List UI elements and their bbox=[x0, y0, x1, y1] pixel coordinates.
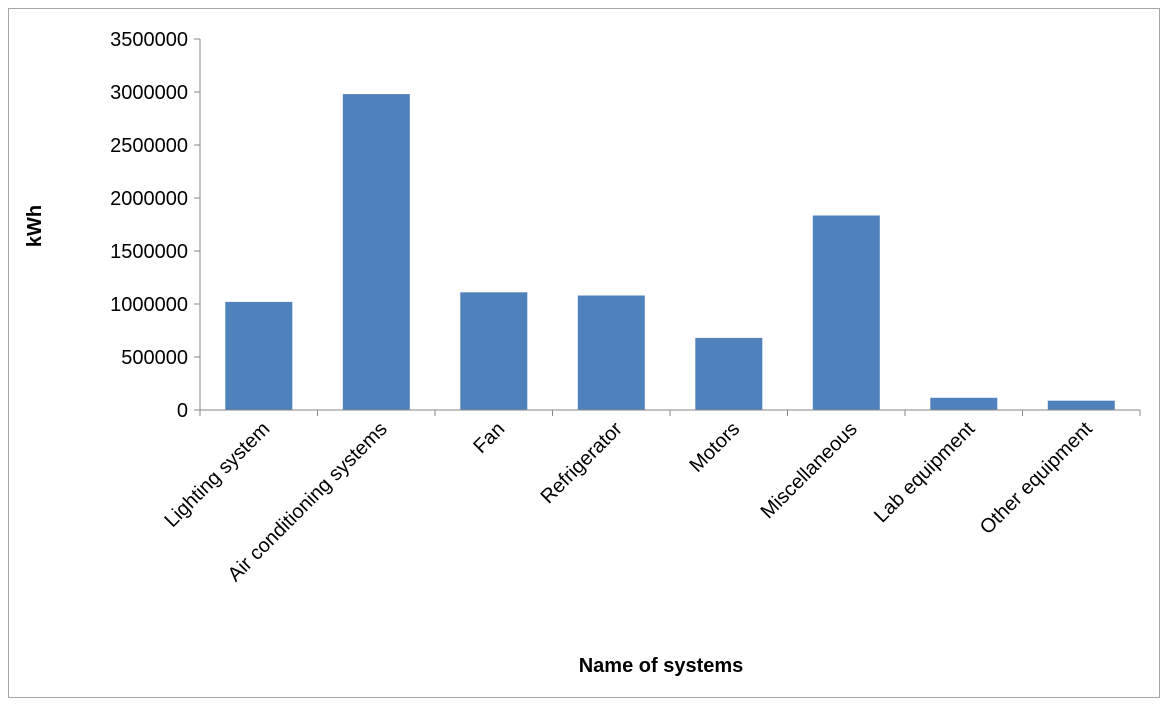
y-tick-label: 500000 bbox=[121, 347, 188, 369]
bar-air-conditioning-systems bbox=[342, 94, 410, 410]
bar-miscellaneous bbox=[812, 215, 880, 410]
y-tick-labels: 0 500000 1000000 1500000 2000000 2500000 30000… bbox=[110, 29, 188, 422]
x-category-label: Other equipment bbox=[976, 418, 1097, 539]
y-axis-title: kWh bbox=[24, 205, 46, 247]
y-tick-label: 3500000 bbox=[110, 29, 188, 51]
x-category-label: Refrigerator bbox=[537, 418, 627, 508]
bar-fan bbox=[460, 292, 528, 410]
bar-lab-equipment bbox=[930, 397, 998, 410]
x-category-label: Fan bbox=[469, 418, 509, 458]
x-category-label: Lab equipment bbox=[870, 418, 979, 527]
bar-lighting-system bbox=[225, 301, 293, 410]
x-category-label: Miscellaneous bbox=[757, 418, 862, 523]
y-tick-label: 2500000 bbox=[110, 135, 188, 157]
y-tick-label: 1000000 bbox=[110, 294, 188, 316]
bar-motors bbox=[695, 337, 763, 410]
y-tick-label: 3000000 bbox=[110, 82, 188, 104]
y-tick-label: 0 bbox=[177, 400, 188, 422]
x-category-label: Motors bbox=[686, 418, 745, 477]
x-category-label: Lighting system bbox=[160, 418, 274, 532]
bars-group bbox=[225, 94, 1115, 410]
bar-refrigerator bbox=[577, 295, 645, 410]
y-tick-label: 1500000 bbox=[110, 241, 188, 263]
x-axis-title: Name of systems bbox=[579, 655, 744, 677]
y-tick-label: 2000000 bbox=[110, 188, 188, 210]
bar-other-equipment bbox=[1047, 400, 1115, 410]
axes-group bbox=[194, 38, 1141, 416]
